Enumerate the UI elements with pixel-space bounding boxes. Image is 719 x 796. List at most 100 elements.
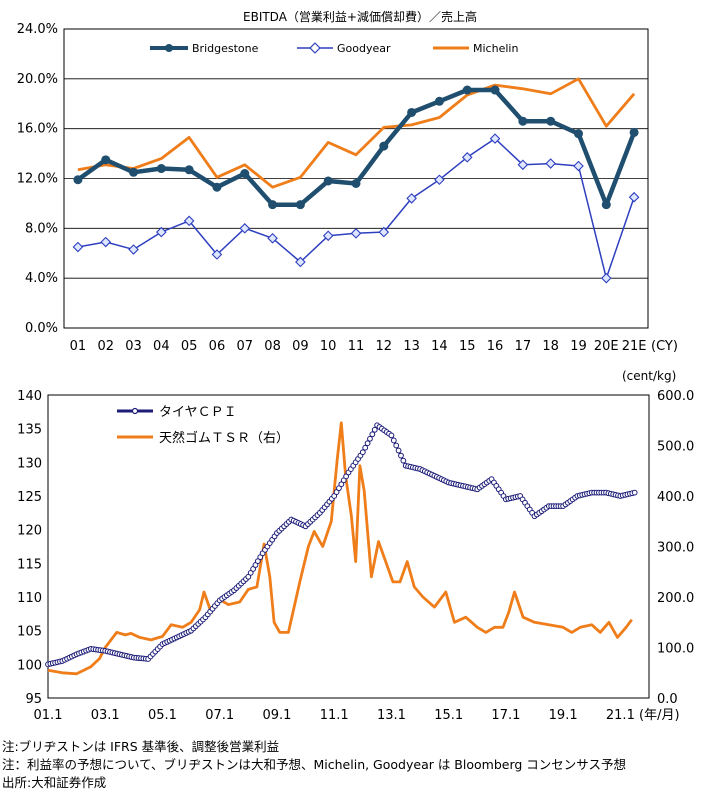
ebitda-chart-title: EBITDA（営業利益+減価償却費）／売上高 <box>243 9 477 24</box>
legend-michelin-label: Michelin <box>473 42 518 55</box>
bridgestone-point <box>490 85 500 95</box>
cpi-point <box>393 442 400 449</box>
bridgestone-point <box>268 200 278 210</box>
bridgestone-point <box>240 169 250 179</box>
ebitda-y-tick-label: 0.0% <box>25 321 58 336</box>
ebitda-x-tick-label: 04 <box>153 339 170 354</box>
cpi-tsr-chart: (cent/kg) 95100105110115120125130135140 … <box>17 369 694 723</box>
cpi-x-axis-label: (年/月) <box>639 708 680 723</box>
ebitda-x-tick-label: 14 <box>431 339 448 354</box>
goodyear-point <box>573 160 584 172</box>
cpi-x-tick-labels: 01.1 03.1 05.1 07.1 09.1 11.1 13.1 15.1 17.1 19.1… <box>34 708 635 723</box>
cpi-point <box>367 435 373 442</box>
bridgestone-point <box>323 176 333 186</box>
ebitda-chart: EBITDA（営業利益+減価償却費）／売上高 0.0% 4.0% 8.0% 12.0%… <box>17 9 678 354</box>
ebitda-y-tick-label: 24.0% <box>17 22 58 37</box>
goodyear-point <box>267 232 278 244</box>
right-y-tick-label: 400.0 <box>657 490 694 505</box>
ebitda-series <box>72 77 640 284</box>
cpi-x-tick-label: 07.1 <box>205 708 234 723</box>
left-y-tick-label: 135 <box>17 423 42 438</box>
cpi-x-tick-label: 05.1 <box>148 708 177 723</box>
ebitda-x-tick-label: 17 <box>515 339 532 354</box>
cpi-legend: タイヤＣＰＩ 天然ゴムＴＳＲ（右） <box>117 405 289 446</box>
goodyear-point <box>239 223 251 234</box>
bridgestone-point <box>434 96 444 106</box>
cpi-point <box>362 444 369 451</box>
ebitda-x-tick-label: 07 <box>236 339 253 354</box>
cpi-x-tick-label: 03.1 <box>91 708 120 723</box>
cpi-point <box>359 449 366 456</box>
ebitda-x-tick-label: 05 <box>181 339 198 354</box>
bridgestone-point <box>379 141 389 151</box>
left-y-tick-label: 115 <box>17 557 42 572</box>
footnotes: 注:ブリヂストンは IFRS 基準後、調整後営業利益 注：利益率の予想について、… <box>2 738 626 792</box>
goodyear-point <box>183 215 195 227</box>
goodyear-point <box>600 272 612 284</box>
cpi-point <box>369 431 376 438</box>
goodyear-point <box>434 174 445 186</box>
goodyear-point <box>628 191 640 203</box>
bridgestone-point <box>573 129 583 139</box>
ebitda-x-tick-label: 11 <box>348 339 365 354</box>
ebitda-y-tick-label: 20.0% <box>17 72 58 87</box>
ebitda-x-tick-label: 12 <box>376 339 393 354</box>
ebitda-x-tick-label: 02 <box>97 339 114 354</box>
right-y-tick-label: 500.0 <box>657 440 694 455</box>
cpi-point <box>390 437 397 444</box>
bridgestone-point <box>351 178 361 188</box>
goodyear-point <box>100 236 112 248</box>
goodyear-point <box>517 159 529 171</box>
bridgestone-point <box>518 116 528 126</box>
left-y-tick-label: 95 <box>25 692 42 707</box>
tsr-line <box>47 421 633 676</box>
ebitda-y-tick-label: 8.0% <box>25 221 58 236</box>
bridgestone-point <box>156 164 166 174</box>
cpi-point <box>371 426 378 433</box>
right-y-tick-label: 600.0 <box>657 389 694 404</box>
legend-goodyear-label: Goodyear <box>337 42 391 55</box>
ebitda-x-tick-labels: 01 02 03 04 05 06 07 08 09 10 11 12 13 14 15 16 17 18 19 20… <box>70 339 647 354</box>
ebitda-x-axis-label: (CY) <box>651 339 678 354</box>
bridgestone-point <box>295 200 305 210</box>
goodyear-point <box>545 158 556 169</box>
goodyear-point <box>406 193 417 204</box>
footnote-forecast: 注：利益率の予想について、ブリヂストンは大和予想、Michelin, Goody… <box>2 757 627 772</box>
left-y-tick-label: 110 <box>17 591 42 606</box>
cpi-x-tick-label: 09.1 <box>262 708 291 723</box>
bridgestone-point <box>462 85 472 95</box>
right-y-tick-label: 100.0 <box>657 642 694 657</box>
left-y-tick-label: 140 <box>17 389 42 404</box>
ebitda-y-tick-label: 4.0% <box>25 271 58 286</box>
cpi-point <box>395 447 402 454</box>
cpi-x-tick-label: 17.1 <box>491 708 520 723</box>
left-y-tick-label: 125 <box>17 490 42 505</box>
left-y-tick-label: 100 <box>17 658 42 673</box>
ebitda-x-tick-label: 03 <box>125 339 142 354</box>
cpi-point <box>364 440 371 447</box>
goodyear-point <box>350 228 362 239</box>
cpi-left-y-tick-labels: 95 100 105 110 115 120 125 130 135 140 <box>17 389 42 707</box>
left-y-tick-label: 120 <box>17 524 42 539</box>
cpi-right-y-tick-labels: 0.0 100.0 200.0 300.0 400.0 500.0 600.0 <box>657 389 694 707</box>
legend-tsr-label: 天然ゴムＴＳＲ（右） <box>159 430 289 446</box>
ebitda-x-tick-label: 01 <box>70 339 87 354</box>
cpi-x-tick-label: 19.1 <box>549 708 578 723</box>
goodyear-point <box>322 230 334 242</box>
bridgestone-point <box>184 165 194 175</box>
goodyear-point <box>156 226 167 238</box>
cpi-x-tick-label: 01.1 <box>34 708 63 723</box>
ebitda-x-tick-label: 18 <box>542 339 559 354</box>
goodyear-point <box>489 133 501 144</box>
goodyear-point <box>378 226 390 238</box>
right-y-tick-label: 0.0 <box>657 692 678 707</box>
legend-bridgestone-marker <box>165 44 173 52</box>
bridgestone-point <box>129 167 139 177</box>
ebitda-y-tick-labels: 0.0% 4.0% 8.0% 12.0% 16.0% 20.0% 24.0% <box>17 22 58 336</box>
goodyear-point <box>211 249 223 260</box>
goodyear-point <box>128 244 139 255</box>
ebitda-legend: Bridgestone Goodyear Michelin <box>150 42 518 55</box>
cpi-point <box>631 489 638 496</box>
cpi-point <box>388 432 395 439</box>
